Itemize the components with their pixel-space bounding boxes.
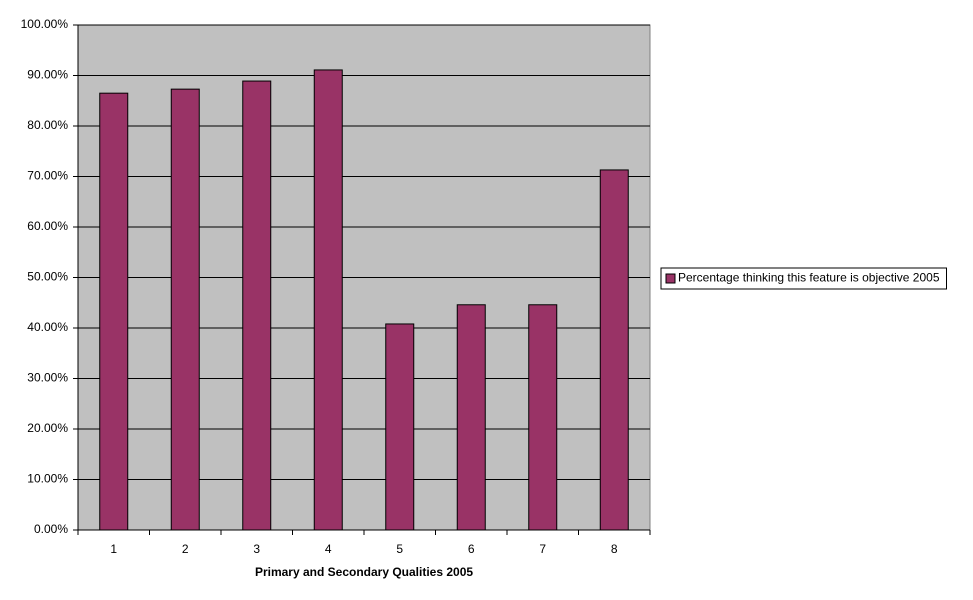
x-axis-title: Primary and Secondary Qualities 2005: [255, 565, 473, 579]
y-tick-label: 0.00%: [34, 522, 68, 536]
y-tick-label: 100.00%: [21, 17, 69, 31]
x-tick-label: 5: [396, 542, 403, 556]
x-tick-label: 7: [539, 542, 546, 556]
bar: [456, 304, 486, 531]
bar: [528, 304, 558, 531]
y-tick-label: 30.00%: [27, 371, 68, 385]
bar: [99, 92, 129, 531]
bar: [385, 323, 415, 531]
y-tick-label: 40.00%: [27, 320, 68, 334]
x-tick-label: 4: [325, 542, 332, 556]
y-tick-label: 90.00%: [27, 68, 68, 82]
x-tick-label: 2: [182, 542, 189, 556]
y-tick-label: 50.00%: [27, 270, 68, 284]
y-tick-label: 80.00%: [27, 118, 68, 132]
legend: [660, 267, 947, 290]
legend-swatch: [665, 273, 676, 284]
bar: [599, 169, 629, 531]
bar: [170, 88, 200, 531]
bar: [242, 80, 272, 531]
x-tick-label: 1: [110, 542, 117, 556]
x-tick-label: 6: [468, 542, 475, 556]
x-tick-label: 8: [611, 542, 618, 556]
bar: [313, 69, 343, 531]
y-tick-label: 10.00%: [27, 472, 68, 486]
legend-label: Percentage thinking this feature is obje…: [678, 271, 940, 285]
y-tick-label: 70.00%: [27, 169, 68, 183]
y-tick-label: 60.00%: [27, 219, 68, 233]
y-tick-label: 20.00%: [27, 421, 68, 435]
x-tick-label: 3: [253, 542, 260, 556]
